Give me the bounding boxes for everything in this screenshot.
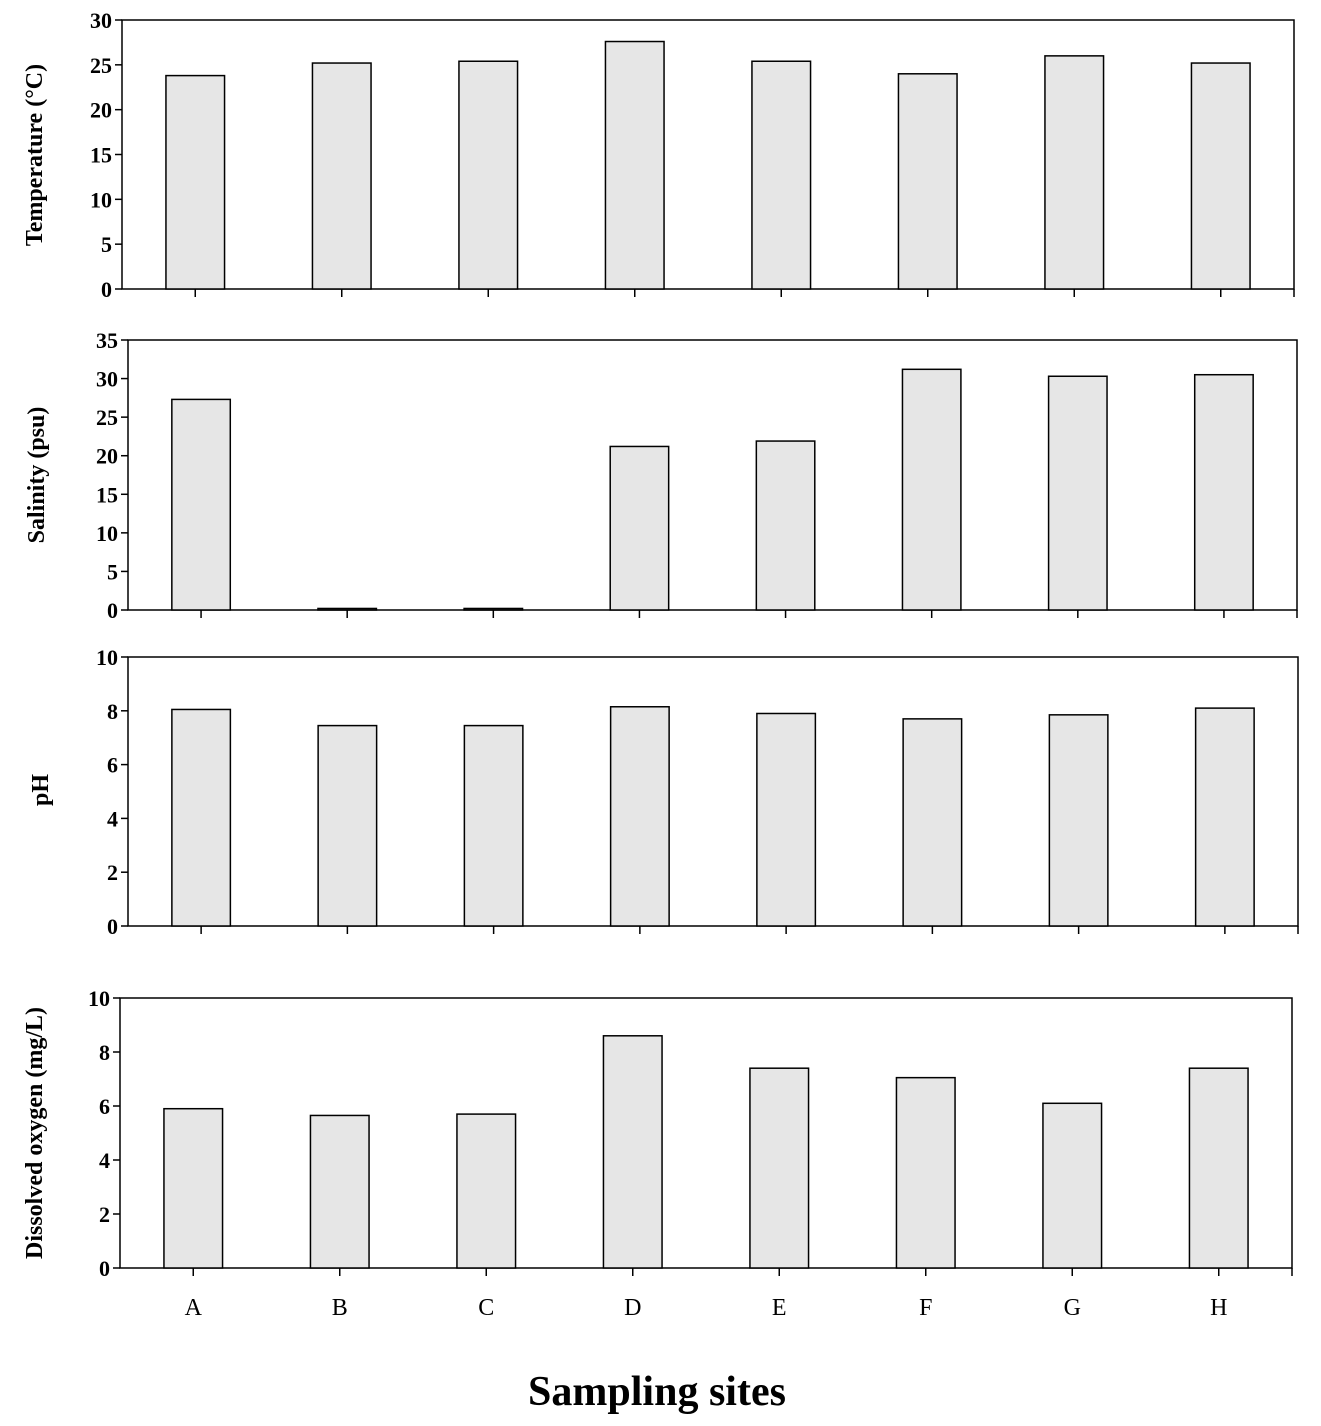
ph-bar-b bbox=[317, 724, 378, 927]
dissolved-oxygen-bar-h bbox=[1188, 1067, 1249, 1269]
dissolved-oxygen-y-tick-label: 0 bbox=[99, 1256, 110, 1281]
salinity-bar-a bbox=[171, 398, 232, 611]
temperature-y-tick-label: 0 bbox=[101, 277, 112, 302]
salinity-bar-c bbox=[463, 607, 524, 611]
ph-y-tick-label: 10 bbox=[96, 645, 118, 670]
ph-bar-d bbox=[609, 706, 670, 927]
salinity-bar-f bbox=[901, 368, 962, 611]
category-label-f: F bbox=[919, 1295, 932, 1321]
temperature-y-tick-label: 5 bbox=[101, 232, 112, 257]
temperature-bar-h bbox=[1190, 62, 1251, 290]
temperature-y-tick-label: 10 bbox=[90, 187, 112, 212]
category-label-g: G bbox=[1064, 1295, 1081, 1321]
temperature-bar-b bbox=[311, 62, 372, 290]
dissolved-oxygen-bar-f bbox=[895, 1076, 956, 1269]
dissolved-oxygen-y-tick-label: 4 bbox=[99, 1148, 110, 1173]
category-label-c: C bbox=[478, 1295, 494, 1321]
ph-bar-e bbox=[756, 712, 817, 927]
salinity-y-tick-label: 0 bbox=[107, 598, 118, 623]
ph-y-tick-label: 0 bbox=[107, 914, 118, 939]
salinity-y-tick-label: 10 bbox=[96, 521, 118, 546]
dissolved-oxygen-panel: 0 2 4 6 8 10 A B C D E F G H Dissolved oxygen (mg/L) bbox=[22, 986, 1293, 1321]
salinity-bar-g bbox=[1047, 375, 1108, 611]
salinity-panel: 0 5 10 15 20 25 30 35 Salinity (psu) bbox=[24, 328, 1298, 623]
salinity-bar-b bbox=[317, 607, 378, 611]
salinity-bar-h bbox=[1193, 373, 1254, 611]
ph-bar-a bbox=[171, 708, 232, 927]
ph-y-tick-label: 8 bbox=[107, 699, 118, 724]
temperature-bar-d bbox=[604, 40, 665, 290]
salinity-y-tick-label: 5 bbox=[107, 559, 118, 584]
ph-y-axis-label: pH bbox=[28, 774, 54, 806]
ph-bar-g bbox=[1048, 714, 1109, 927]
temperature-bar-a bbox=[165, 74, 226, 290]
dissolved-oxygen-y-tick-label: 8 bbox=[99, 1040, 110, 1065]
temperature-y-tick-label: 25 bbox=[90, 53, 112, 78]
dissolved-oxygen-y-tick-label: 6 bbox=[99, 1094, 110, 1119]
dissolved-oxygen-bar-a bbox=[163, 1107, 224, 1269]
salinity-y-tick-label: 15 bbox=[96, 482, 118, 507]
salinity-y-axis-label: Salinity (psu) bbox=[24, 407, 50, 544]
category-label-e: E bbox=[772, 1295, 787, 1321]
dissolved-oxygen-y-tick-label: 2 bbox=[99, 1202, 110, 1227]
dissolved-oxygen-plot-frame bbox=[119, 997, 1293, 1269]
ph-panel: 0 2 4 6 8 10 pH bbox=[28, 645, 1299, 939]
dissolved-oxygen-bar-g bbox=[1042, 1102, 1103, 1269]
temperature-y-tick-label: 15 bbox=[90, 143, 112, 168]
salinity-y-tick-label: 30 bbox=[96, 367, 118, 392]
temperature-bar-c bbox=[458, 60, 519, 290]
salinity-bar-d bbox=[609, 445, 670, 611]
salinity-y-tick-label: 35 bbox=[96, 328, 118, 353]
dissolved-oxygen-bar-c bbox=[456, 1113, 517, 1269]
ph-bar-f bbox=[902, 718, 963, 927]
temperature-y-axis-label: Temperature (°C) bbox=[22, 64, 48, 246]
temperature-bar-g bbox=[1044, 55, 1105, 290]
category-label-h: H bbox=[1210, 1295, 1227, 1321]
temperature-y-tick-label: 20 bbox=[90, 98, 112, 123]
temperature-bar-e bbox=[751, 60, 812, 290]
salinity-y-tick-label: 25 bbox=[96, 405, 118, 430]
category-label-d: D bbox=[624, 1295, 641, 1321]
temperature-y-tick-label: 30 bbox=[90, 8, 112, 33]
dissolved-oxygen-bar-e bbox=[749, 1067, 810, 1269]
dissolved-oxygen-bar-b bbox=[309, 1114, 370, 1269]
ph-bar-c bbox=[463, 724, 524, 927]
dissolved-oxygen-y-tick-label: 10 bbox=[88, 986, 110, 1011]
ph-y-tick-label: 6 bbox=[107, 753, 118, 778]
ph-y-tick-label: 2 bbox=[107, 860, 118, 885]
salinity-plot-frame bbox=[127, 339, 1298, 611]
temperature-plot-frame bbox=[121, 19, 1295, 290]
ph-y-tick-label: 4 bbox=[107, 806, 118, 831]
dissolved-oxygen-y-axis-label: Dissolved oxygen (mg/L) bbox=[22, 1007, 48, 1259]
temperature-bar-f bbox=[897, 73, 958, 290]
ph-plot-frame bbox=[127, 656, 1299, 927]
category-label-b: B bbox=[332, 1295, 348, 1321]
salinity-y-tick-label: 20 bbox=[96, 444, 118, 469]
category-label-a: A bbox=[185, 1295, 203, 1321]
dissolved-oxygen-bar-d bbox=[602, 1035, 663, 1269]
temperature-panel: 0 5 10 15 20 25 30 Temperature (°C) bbox=[22, 8, 1295, 302]
ph-bar-h bbox=[1194, 707, 1255, 927]
salinity-bar-e bbox=[755, 440, 816, 611]
x-axis-label: Sampling sites bbox=[528, 1369, 786, 1415]
